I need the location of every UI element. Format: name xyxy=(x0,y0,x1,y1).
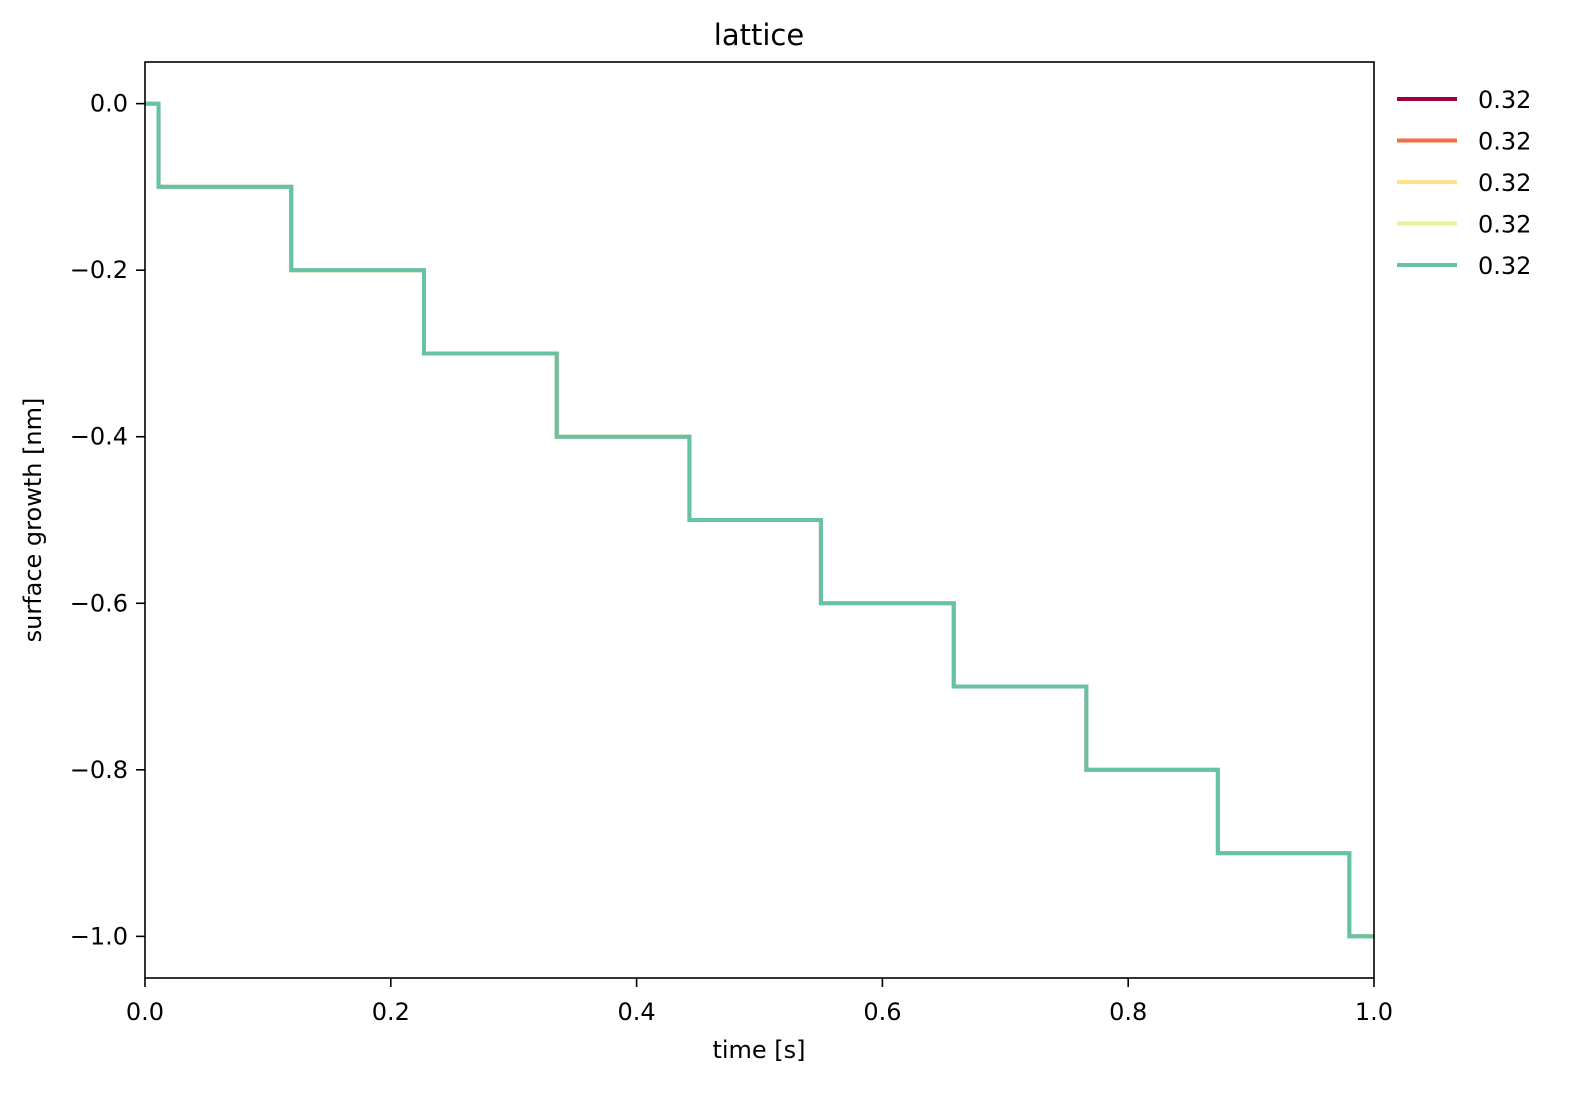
y-tick-label: 0.0 xyxy=(90,90,128,118)
legend-label: 0.32 xyxy=(1478,128,1531,156)
y-tick-label: −0.4 xyxy=(70,423,128,451)
legend-label: 0.32 xyxy=(1478,252,1531,280)
x-axis: 0.0 0.2 0.4 0.6 0.8 1.0 xyxy=(126,978,1393,1026)
series-line-5 xyxy=(145,101,1374,939)
y-axis-label: surface growth [nm] xyxy=(19,398,47,643)
y-tick-label: −0.6 xyxy=(70,589,128,617)
legend-label: 0.32 xyxy=(1478,211,1531,239)
y-tick-label: −1.0 xyxy=(70,922,128,950)
legend-label: 0.32 xyxy=(1478,86,1531,114)
y-axis: 0.0 −0.2 −0.4 −0.6 −0.8 −1.0 xyxy=(70,90,145,950)
series-layer xyxy=(145,101,1374,939)
x-tick-label: 0.8 xyxy=(1109,998,1147,1026)
chart-title: lattice xyxy=(714,18,804,52)
legend-label: 0.32 xyxy=(1478,169,1531,197)
x-tick-label: 0.4 xyxy=(618,998,656,1026)
x-axis-label: time [s] xyxy=(712,1036,805,1064)
plot-frame xyxy=(144,61,1375,979)
legend: 0.32 0.32 0.32 0.32 0.32 xyxy=(1397,86,1531,280)
x-tick-label: 1.0 xyxy=(1355,998,1393,1026)
y-tick-label: −0.2 xyxy=(70,256,128,284)
y-tick-label: −0.8 xyxy=(70,756,128,784)
x-tick-label: 0.6 xyxy=(863,998,901,1026)
x-tick-label: 0.2 xyxy=(372,998,410,1026)
x-tick-label: 0.0 xyxy=(126,998,164,1026)
